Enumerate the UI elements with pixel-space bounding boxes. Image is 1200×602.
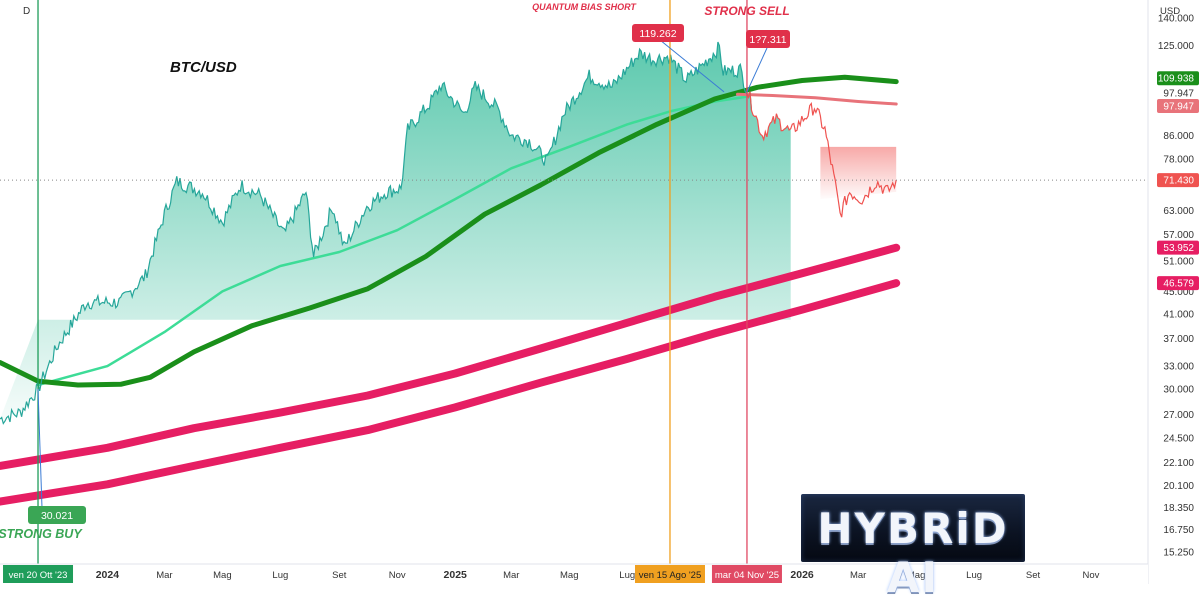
callout-box-2 [632, 24, 684, 42]
marker-date-label-1: ven 20 Ott '23 [9, 570, 68, 581]
time-tick-label: Lug [272, 570, 288, 581]
logo-text: HYBRiD AI [817, 504, 1009, 602]
callout-label-1: 30.021 [41, 510, 73, 522]
annotation-2: QUANTUM BIAS SHORT [532, 2, 637, 12]
price-tick-label: 78.000 [1163, 154, 1194, 165]
price-tick-label: 86.000 [1163, 131, 1194, 142]
price-tick-label: 125.000 [1158, 41, 1195, 52]
price-tick-label: 30.000 [1163, 385, 1194, 396]
callout-box-1 [28, 506, 86, 524]
hybrid-ai-logo: HYBRiD AI [801, 494, 1025, 602]
marker-date-badge-1 [3, 565, 74, 583]
annotation-1: STRONG BUY [0, 527, 83, 541]
price-tag-label-3: 97.947 [1163, 102, 1194, 113]
callout-117-pointer [746, 47, 768, 93]
price-tick-label: 63.000 [1163, 206, 1194, 217]
marker-date-label-2: ven 15 Ago '25 [639, 570, 702, 581]
marker-date-label-3: mar 04 Nov '25 [715, 570, 779, 581]
price-tick-label: 20.100 [1163, 481, 1194, 492]
price-tag-box-6 [1157, 276, 1199, 291]
price-tick-label: 27.000 [1163, 410, 1194, 421]
moving-average-4 [0, 243, 901, 470]
price-line-down [746, 91, 897, 218]
time-tick-label: 2024 [96, 569, 120, 581]
annotation-3: STRONG SELL [704, 4, 789, 18]
time-tick-label: Mag [213, 570, 231, 581]
callout-label-3: 1?7.311 [749, 34, 786, 46]
timeframe-label: D [23, 6, 30, 17]
time-tick-label: Set [1026, 570, 1041, 581]
price-line-up [0, 41, 753, 425]
moving-average-5 [0, 279, 901, 506]
price-tag-label-6: 46.579 [1163, 279, 1194, 290]
moving-average-1 [36, 95, 749, 387]
moving-average-2 [0, 74, 899, 388]
price-tick-label: 57.000 [1163, 230, 1194, 241]
time-tick-label: 2025 [444, 569, 468, 581]
price-area-green [0, 42, 791, 424]
price-tick-label: 33.000 [1163, 362, 1194, 373]
time-tick-label: 2026 [790, 569, 814, 581]
marker-date-badge-2 [634, 565, 705, 583]
time-tick-label: Mag [560, 570, 578, 581]
price-tick-label: 24.500 [1163, 433, 1194, 444]
price-tick-label: 45.000 [1163, 287, 1194, 298]
currency-label: USD [1160, 6, 1180, 17]
time-tick-label: Mar [156, 570, 172, 581]
price-tag-box-1 [1157, 71, 1199, 86]
price-tag-label-5: 53.952 [1163, 243, 1194, 254]
moving-average-3 [736, 92, 898, 106]
marker-date-badge-3 [711, 565, 782, 583]
time-tick-label: Mar [850, 570, 866, 581]
price-tick-label: 22.100 [1163, 458, 1194, 469]
btc-chart[interactable]: 30.021 119.262 1?7.311 STRONG BUY QUANTUM BI… [0, 0, 1200, 584]
callout-box-3 [746, 30, 790, 48]
price-tag-box-4 [1157, 173, 1199, 188]
price-tag-box-3 [1157, 99, 1199, 114]
price-tick-label: 16.750 [1163, 525, 1194, 536]
time-tick-label: Set [332, 570, 347, 581]
callout-119-pointer [659, 39, 725, 93]
price-area-red [820, 146, 897, 200]
price-tag-label-4: 71.430 [1163, 176, 1194, 187]
price-tag-label-2: 97.947 [1163, 89, 1194, 100]
time-tick-label: Nov [1083, 570, 1100, 581]
price-tick-label: 37.000 [1163, 334, 1194, 345]
price-tick-label: 51.000 [1163, 257, 1194, 268]
price-tick-label: 15.250 [1163, 548, 1194, 559]
time-tick-label: Mag [907, 570, 925, 581]
price-tag-box-5 [1157, 240, 1199, 255]
symbol-label: BTC/USD [170, 59, 237, 76]
callout-buy-pointer [37, 389, 43, 509]
time-tick-label: Mar [503, 570, 519, 581]
price-tag-box-2 [1157, 86, 1199, 101]
time-tick-label: Lug [966, 570, 982, 581]
time-axis-bg [0, 564, 1148, 584]
price-tick-label: 41.000 [1163, 309, 1194, 320]
price-tick-label: 140.000 [1158, 14, 1195, 25]
time-tick-label: Nov [389, 570, 406, 581]
time-tick-label: Lug [619, 570, 635, 581]
callout-label-2: 119.262 [639, 28, 676, 40]
price-tick-label: 18.350 [1163, 503, 1194, 514]
price-tag-label-1: 109.938 [1158, 74, 1195, 85]
